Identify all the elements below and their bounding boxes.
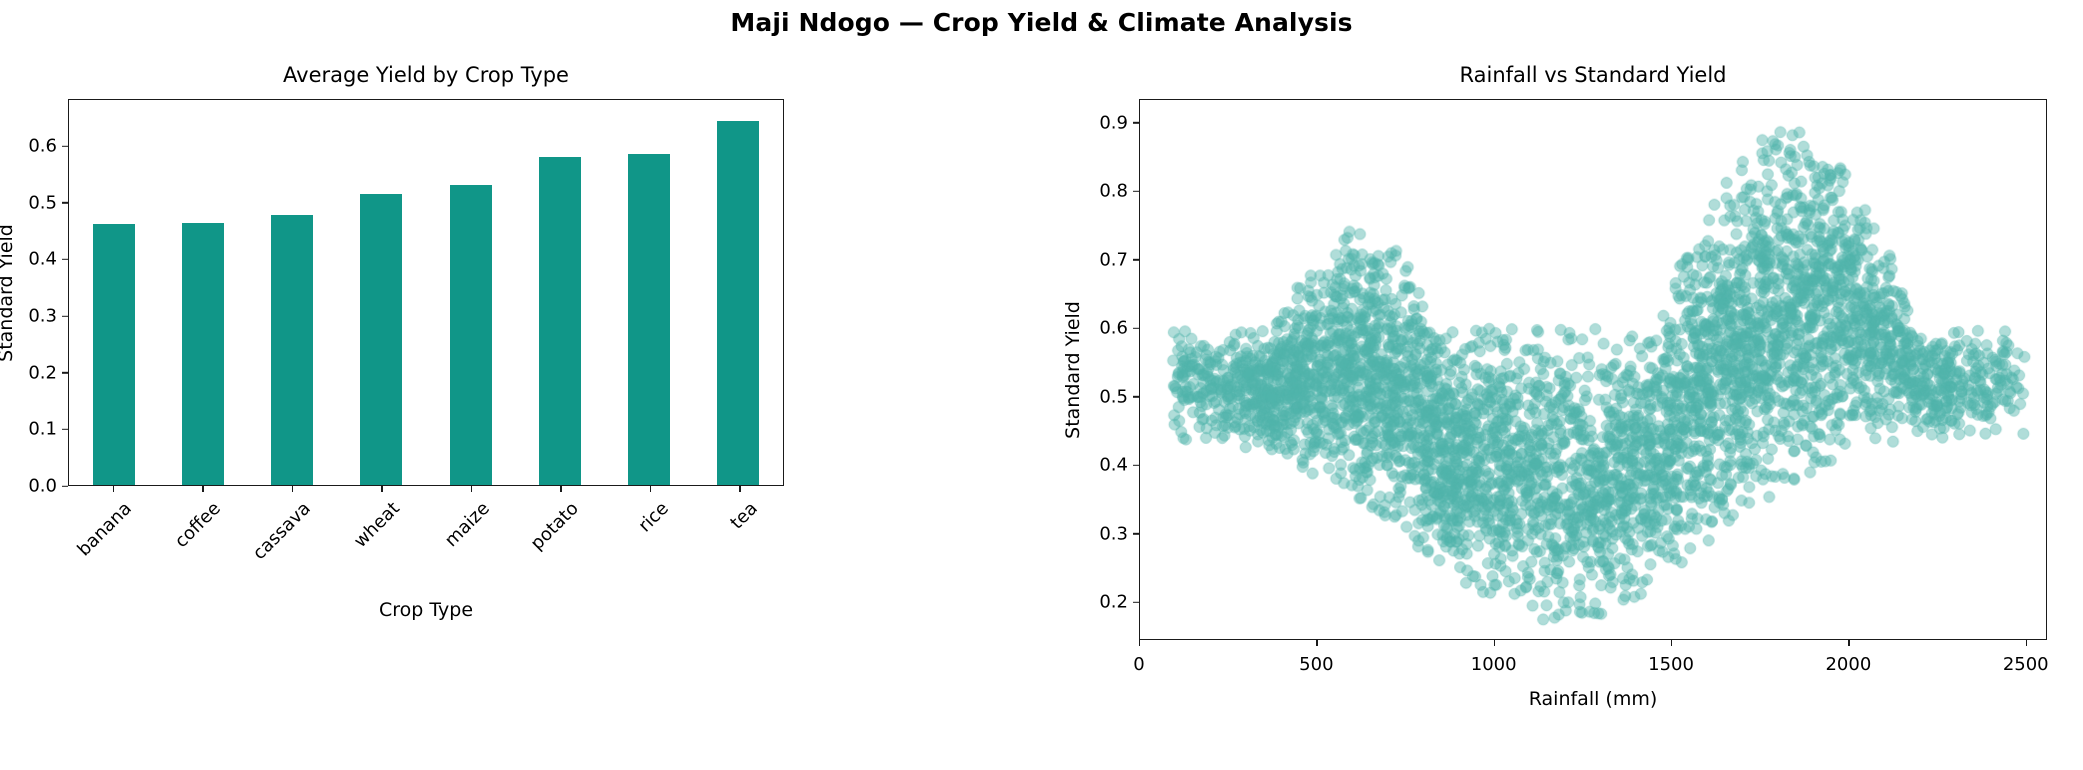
scatter-xtick-label-500: 500 xyxy=(1299,654,1334,675)
bar-xtick-label-rice: rice xyxy=(634,498,673,537)
bar-xtick-mark xyxy=(649,486,652,492)
bar-xtick-mark xyxy=(291,486,294,492)
bar-y-axis-label: Standard Yield xyxy=(0,223,17,362)
bar-xtick-mark xyxy=(470,486,473,492)
scatter-ytick-label-0.6: 0.6 xyxy=(1099,318,1139,339)
bar-xtick-label-cassava: cassava xyxy=(248,498,315,565)
scatter-xtick-mark xyxy=(1316,640,1318,646)
scatter-chart-title: Rainfall vs Standard Yield xyxy=(1459,63,1727,87)
bar-ytick-label-0.1: 0.1 xyxy=(28,419,68,440)
bar-cassava xyxy=(271,215,314,485)
bar-xtick-mark xyxy=(112,486,115,492)
bar-chart-panel: Average Yield by Crop Type 0.0 0.1 0.2 0.3 0… xyxy=(0,63,784,621)
scatter-xtick-label-0: 0 xyxy=(1133,654,1145,675)
scatter-xtick-mark xyxy=(2025,640,2028,646)
scatter-xtick-mark xyxy=(1493,640,1496,646)
scatter-chart-axes xyxy=(1139,99,2047,640)
scatter-ytick-label-0.7: 0.7 xyxy=(1099,249,1139,270)
bar-xtick-mark xyxy=(739,486,741,492)
bar-potato xyxy=(538,156,581,485)
bar-xtick-label-potato: potato xyxy=(526,498,584,555)
bar-xtick-label-tea: tea xyxy=(726,498,763,534)
bar-x-axis-label: Crop Type xyxy=(378,599,474,621)
bar-banana xyxy=(92,224,135,485)
scatter-ytick-label-0.4: 0.4 xyxy=(1099,455,1139,476)
bar-ytick-label-0.4: 0.4 xyxy=(28,249,68,270)
bar-xtick-mark xyxy=(560,486,562,492)
bar-xtick-label-banana: banana xyxy=(73,498,136,561)
bar-ytick-label-0.6: 0.6 xyxy=(28,136,68,157)
bar-chart-axes xyxy=(68,99,784,486)
scatter-ytick-label-0.5: 0.5 xyxy=(1099,386,1139,407)
scatter-y-axis-label: Standard Yield xyxy=(1062,300,1084,439)
scatter-ytick-label-0.9: 0.9 xyxy=(1099,112,1139,133)
scatter-ytick-label-0.3: 0.3 xyxy=(1099,523,1139,544)
scatter-chart-panel: Rainfall vs Standard Yield 0.2 0.3 0.4 0.5 0… xyxy=(1062,63,2049,710)
bar-rice xyxy=(628,154,671,485)
scatter-xtick-mark xyxy=(1139,640,1141,646)
bar-xtick-label-wheat: wheat xyxy=(350,498,405,552)
bar-ytick-label-0.0: 0.0 xyxy=(28,476,68,497)
scatter-xtick-mark xyxy=(1848,640,1850,646)
scatter-points-layer xyxy=(1140,100,2046,639)
scatter-ytick-label-0.2: 0.2 xyxy=(1099,592,1139,613)
bar-xtick-mark xyxy=(381,486,383,492)
scatter-x-axis-label: Rainfall (mm) xyxy=(1528,688,1658,710)
bar-xtick-label-maize: maize xyxy=(440,498,494,552)
bar-maize xyxy=(449,184,492,485)
bar-ytick-label-0.2: 0.2 xyxy=(28,362,68,383)
scatter-ytick-label-0.8: 0.8 xyxy=(1099,181,1139,202)
bar-wheat xyxy=(360,193,403,485)
bar-chart-title: Average Yield by Crop Type xyxy=(283,63,569,87)
figure-suptitle: Maji Ndogo — Crop Yield & Climate Analys… xyxy=(730,8,1353,37)
scatter-xtick-label-2000: 2000 xyxy=(1825,654,1872,675)
scatter-xtick-label-1500: 1500 xyxy=(1648,654,1694,675)
bar-ytick-label-0.3: 0.3 xyxy=(28,306,68,327)
bar-tea xyxy=(717,120,760,485)
bar-xtick-mark xyxy=(202,486,204,492)
scatter-xtick-label-1000: 1000 xyxy=(1470,654,1517,675)
bar-xtick-label-coffee: coffee xyxy=(171,498,226,553)
scatter-xtick-label-2500: 2500 xyxy=(2002,654,2049,675)
bar-coffee xyxy=(181,223,224,485)
bar-series xyxy=(69,100,783,485)
scatter-xtick-mark xyxy=(1671,640,1673,646)
bar-ytick-label-0.5: 0.5 xyxy=(28,192,68,213)
